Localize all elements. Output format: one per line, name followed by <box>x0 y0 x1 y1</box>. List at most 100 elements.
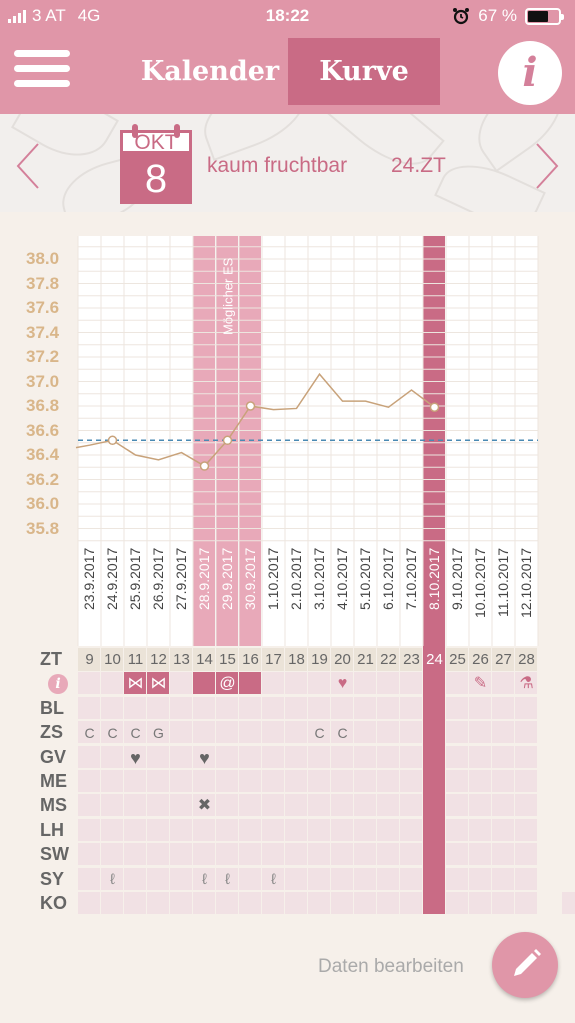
grid-cell[interactable] <box>469 745 491 768</box>
grid-cell[interactable] <box>239 745 261 768</box>
next-day-arrow-icon[interactable] <box>533 142 561 190</box>
grid-cell[interactable] <box>469 672 491 695</box>
grid-cell[interactable] <box>78 843 100 866</box>
grid-cell[interactable] <box>492 892 514 914</box>
grid-cell[interactable] <box>423 818 445 841</box>
grid-cell[interactable] <box>400 818 422 841</box>
grid-cell[interactable] <box>101 867 123 890</box>
grid-cell[interactable] <box>515 818 537 841</box>
grid-cell[interactable] <box>446 843 468 866</box>
grid-cell[interactable] <box>147 867 169 890</box>
grid-cell[interactable] <box>285 892 307 914</box>
grid-cell[interactable] <box>354 696 376 719</box>
previous-day-arrow-icon[interactable] <box>14 142 42 190</box>
grid-cell[interactable] <box>124 770 146 792</box>
grid-cell[interactable] <box>124 843 146 866</box>
grid-cell[interactable] <box>262 696 284 719</box>
edit-data-button[interactable] <box>492 932 558 998</box>
grid-cell[interactable] <box>239 794 261 817</box>
grid-cell[interactable] <box>400 745 422 768</box>
grid-cell[interactable] <box>331 794 353 817</box>
grid-cell[interactable] <box>423 892 445 914</box>
grid-cell[interactable] <box>469 843 491 866</box>
grid-cell[interactable] <box>239 721 261 744</box>
grid-cell[interactable] <box>239 843 261 866</box>
grid-cell[interactable] <box>377 818 399 841</box>
grid-cell[interactable] <box>400 867 422 890</box>
grid-cell[interactable] <box>285 770 307 792</box>
grid-cell[interactable] <box>124 818 146 841</box>
grid-cell[interactable] <box>423 672 445 695</box>
grid-cell[interactable] <box>423 770 445 792</box>
grid-cell[interactable] <box>147 696 169 719</box>
grid-cell[interactable] <box>239 696 261 719</box>
grid-cell[interactable] <box>262 818 284 841</box>
grid-cell[interactable] <box>446 892 468 914</box>
grid-cell[interactable] <box>492 818 514 841</box>
grid-cell[interactable] <box>170 745 192 768</box>
grid-cell[interactable] <box>515 672 537 695</box>
grid-cell[interactable] <box>423 721 445 744</box>
grid-cell[interactable] <box>147 721 169 744</box>
grid-cell[interactable] <box>377 745 399 768</box>
grid-cell[interactable] <box>515 696 537 719</box>
grid-cell[interactable] <box>331 843 353 866</box>
grid-cell[interactable] <box>285 745 307 768</box>
grid-cell[interactable] <box>78 745 100 768</box>
grid-cell[interactable] <box>101 672 123 695</box>
grid-cell[interactable] <box>492 867 514 890</box>
grid-cell[interactable] <box>492 794 514 817</box>
grid-cell[interactable] <box>492 672 514 695</box>
grid-cell[interactable] <box>308 892 330 914</box>
grid-cell[interactable] <box>101 745 123 768</box>
grid-cell[interactable] <box>308 794 330 817</box>
grid-cell[interactable] <box>78 721 100 744</box>
grid-cell[interactable] <box>170 721 192 744</box>
grid-cell[interactable] <box>193 745 215 768</box>
grid-cell[interactable] <box>262 867 284 890</box>
grid-cell[interactable] <box>78 892 100 914</box>
grid-cell[interactable] <box>285 672 307 695</box>
grid-cell[interactable] <box>308 818 330 841</box>
grid-cell[interactable] <box>377 867 399 890</box>
grid-cell[interactable] <box>262 745 284 768</box>
grid-cell[interactable] <box>354 867 376 890</box>
grid-cell[interactable] <box>446 672 468 695</box>
grid-cell[interactable] <box>124 745 146 768</box>
grid-cell[interactable] <box>78 770 100 792</box>
grid-cell[interactable] <box>216 867 238 890</box>
grid-cell[interactable] <box>492 843 514 866</box>
grid-cell[interactable] <box>170 843 192 866</box>
grid-cell[interactable] <box>354 892 376 914</box>
grid-cell[interactable] <box>147 843 169 866</box>
grid-cell[interactable] <box>285 794 307 817</box>
grid-cell[interactable] <box>515 794 537 817</box>
grid-cell[interactable] <box>469 892 491 914</box>
grid-cell[interactable] <box>216 745 238 768</box>
grid-cell[interactable] <box>400 672 422 695</box>
grid-cell[interactable] <box>239 892 261 914</box>
grid-cell[interactable] <box>492 770 514 792</box>
grid-cell[interactable] <box>216 770 238 792</box>
grid-cell[interactable] <box>193 721 215 744</box>
grid-cell[interactable] <box>216 892 238 914</box>
grid-cell[interactable] <box>124 696 146 719</box>
grid-cell[interactable] <box>377 721 399 744</box>
grid-cell[interactable] <box>400 843 422 866</box>
grid-cell[interactable] <box>216 672 238 695</box>
grid-cell[interactable] <box>216 818 238 841</box>
grid-cell[interactable] <box>377 672 399 695</box>
grid-cell[interactable] <box>469 867 491 890</box>
grid-cell[interactable] <box>515 745 537 768</box>
grid-cell[interactable] <box>308 721 330 744</box>
grid-cell[interactable] <box>423 745 445 768</box>
grid-cell[interactable] <box>331 892 353 914</box>
grid-cell[interactable] <box>308 696 330 719</box>
grid-cell[interactable] <box>492 745 514 768</box>
grid-cell[interactable] <box>124 721 146 744</box>
grid-cell[interactable] <box>193 843 215 866</box>
grid-cell[interactable] <box>147 818 169 841</box>
grid-cell[interactable] <box>193 818 215 841</box>
grid-cell[interactable] <box>469 770 491 792</box>
grid-cell[interactable] <box>78 818 100 841</box>
